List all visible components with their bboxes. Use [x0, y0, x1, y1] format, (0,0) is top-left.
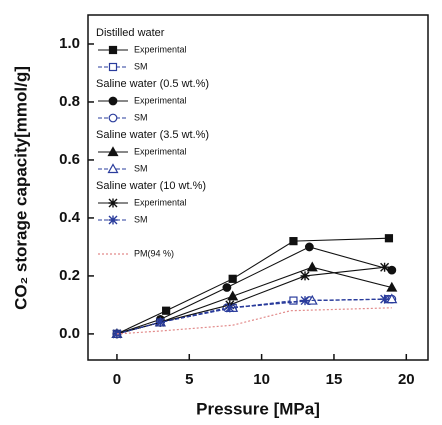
legend-label: SM	[134, 214, 148, 224]
marker	[289, 296, 298, 305]
legend-label: Experimental	[134, 197, 187, 207]
legend-title: Saline water (10 wt.%)	[96, 180, 206, 192]
legend-title: Saline water (3.5 wt.%)	[96, 129, 209, 141]
marker	[108, 198, 118, 208]
x-tick-label: 15	[326, 371, 343, 388]
marker	[289, 237, 298, 246]
marker	[304, 242, 314, 252]
marker	[380, 262, 390, 272]
marker	[306, 261, 318, 272]
marker	[108, 113, 118, 123]
plot-frame	[87, 14, 429, 361]
series-line	[116, 307, 392, 335]
marker	[227, 290, 239, 301]
y-tick-label: 1.0	[59, 35, 80, 52]
legend-label: PM(94 %)	[134, 248, 174, 258]
y-axis-title: CO₂ storage capacity[mmol/g]	[11, 66, 30, 310]
x-tick-label: 5	[185, 371, 193, 388]
y-tick-label: 0.6	[59, 151, 80, 168]
marker	[384, 234, 394, 243]
legend-title: Distilled water	[96, 27, 165, 39]
legend-label: SM	[134, 112, 148, 122]
legend-label: Experimental	[134, 44, 187, 54]
marker	[107, 146, 119, 157]
marker	[162, 306, 171, 315]
marker	[228, 274, 237, 283]
x-axis-title: Pressure [MPa]	[196, 399, 320, 418]
y-tick-label: 0.2	[59, 267, 80, 284]
marker	[108, 215, 118, 225]
y-tick-label: 0.8	[59, 93, 80, 110]
marker	[108, 96, 118, 106]
y-tick-label: 0.0	[59, 325, 80, 342]
marker	[300, 271, 310, 281]
legend-label: SM	[134, 61, 148, 71]
marker	[108, 62, 118, 72]
legend-title: Saline water (0.5 wt.%)	[96, 78, 209, 90]
marker	[225, 303, 235, 313]
x-tick-label: 0	[113, 371, 121, 388]
marker	[222, 283, 232, 292]
marker	[387, 265, 397, 275]
legend-label: Experimental	[134, 95, 187, 105]
x-tick-label: 10	[253, 371, 270, 388]
x-tick-label: 20	[398, 371, 415, 388]
marker	[386, 281, 398, 292]
marker	[112, 329, 122, 339]
marker	[107, 163, 119, 174]
marker	[380, 294, 390, 304]
marker	[386, 293, 398, 304]
marker	[155, 317, 165, 327]
marker	[300, 296, 310, 306]
legend-label: Experimental	[134, 146, 187, 156]
y-tick-label: 0.4	[59, 209, 81, 226]
legend-label: SM	[134, 163, 148, 173]
marker	[108, 45, 118, 55]
